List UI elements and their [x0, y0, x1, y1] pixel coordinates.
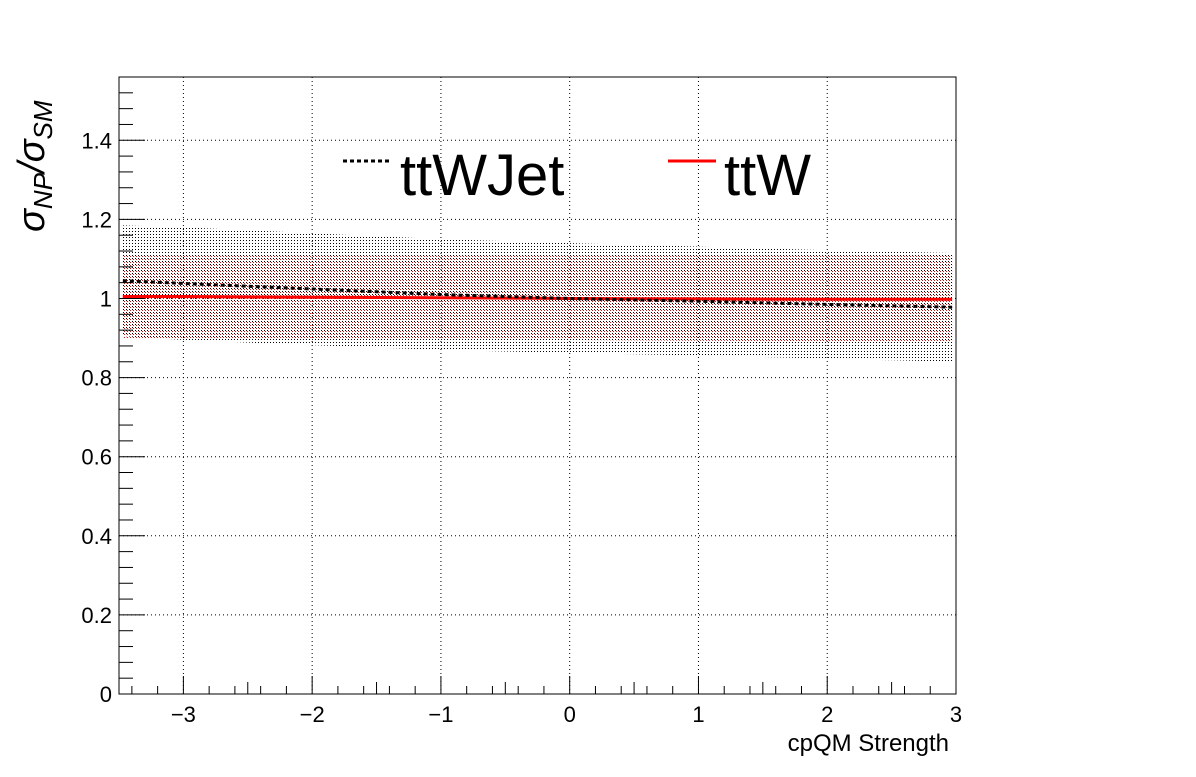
y-tick-label: 0.2 [81, 603, 112, 628]
x-tick-label: 2 [821, 702, 833, 727]
x-tick-label: 1 [692, 702, 704, 727]
grid [119, 77, 956, 694]
svg-text:σNP/σSM: σNP/σSM [11, 100, 58, 232]
legend: ttWJet ttW [343, 143, 811, 208]
y-tick-label: 1.4 [81, 128, 112, 153]
y-axis-label-slash: /σ [11, 137, 53, 176]
y-tick-label: 0.8 [81, 366, 112, 391]
y-axis-label-num-sub: NP [28, 172, 58, 209]
x-tick-label: 3 [950, 702, 962, 727]
x-tick-label: 0 [564, 702, 576, 727]
y-tick-label: 1.2 [81, 207, 112, 232]
y-tick-label: 0 [100, 682, 112, 707]
series-lines [122, 279, 953, 309]
x-tick-label: −3 [171, 702, 196, 727]
y-axis-label: σNP/σSM [11, 100, 58, 232]
x-axis-label: cpQM Strength [788, 730, 949, 757]
x-tick-label: −2 [300, 702, 325, 727]
y-axis-label-sigma: σ [11, 207, 53, 232]
y-tick-label: 0.6 [81, 445, 112, 470]
legend-label-ttw: ttW [724, 143, 811, 208]
uncertainty-bands [122, 225, 953, 362]
legend-label-ttwjet: ttWJet [400, 143, 564, 208]
line-ttw [122, 295, 953, 301]
x-tick-label: −1 [428, 702, 453, 727]
axis-ticks [118, 76, 957, 695]
axis-tick-labels: −3 −2 −1 0 1 2 3 0 0.2 0.4 0.6 0.8 1 1.2 1.4 [81, 128, 962, 727]
y-tick-label: 1 [100, 286, 112, 311]
y-tick-label: 0.4 [81, 524, 112, 549]
y-axis-label-den-sub: SM [28, 100, 58, 139]
plot-frame [118, 76, 957, 695]
